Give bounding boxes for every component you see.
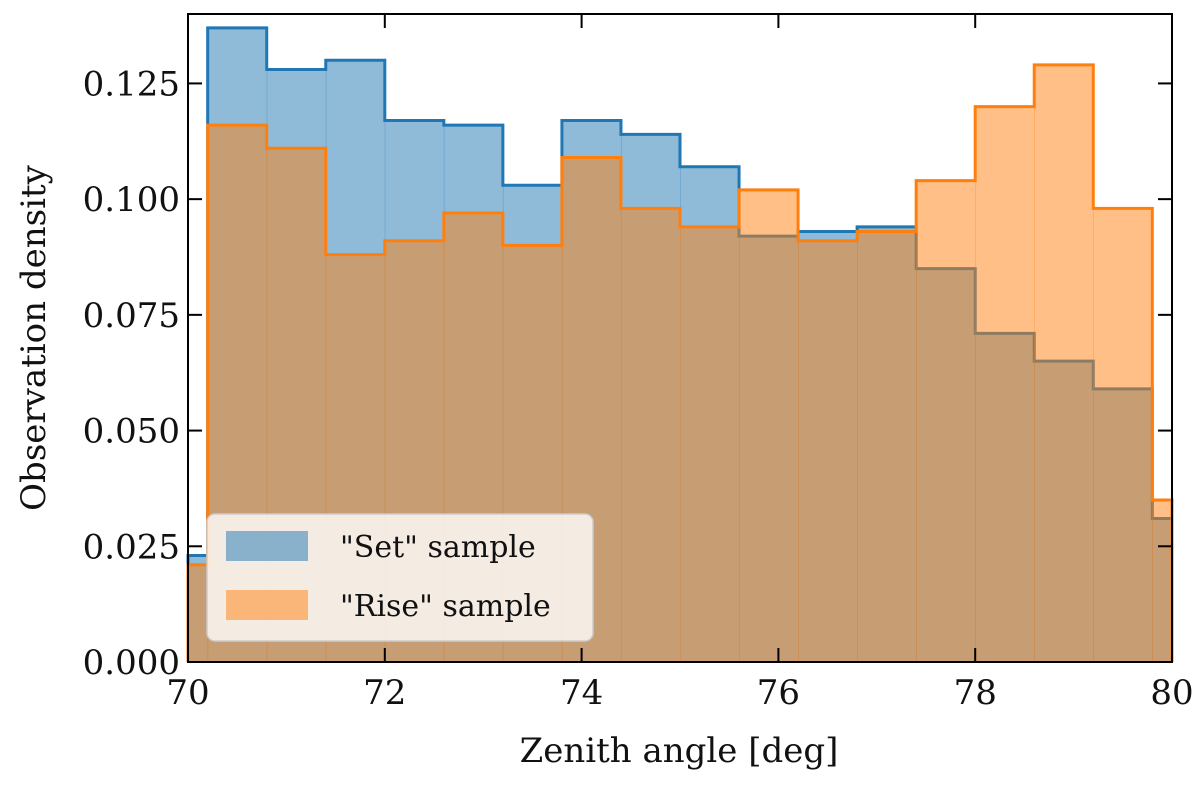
hist-bar <box>798 240 858 663</box>
x-tick-label: 70 <box>166 673 209 713</box>
legend-label-set: "Set" sample <box>340 530 536 565</box>
hist-bar <box>975 106 1035 663</box>
series-outline <box>186 63 1174 662</box>
hist-bar <box>916 180 976 662</box>
series-1 <box>186 63 1174 663</box>
x-axis-label: Zenith angle [deg] <box>520 731 839 771</box>
y-axis-label: Observation density <box>14 164 54 510</box>
axes-frame <box>187 13 1173 663</box>
hist-bar <box>620 208 681 662</box>
y-tick-label: 0.100 <box>83 180 180 220</box>
y-tick-label: 0.025 <box>83 527 180 567</box>
y-tick-label: 0.075 <box>83 296 180 336</box>
hist-bar <box>739 189 799 662</box>
hist-bar <box>1034 64 1094 662</box>
hist-bar <box>188 564 209 662</box>
legend: "Set" sample "Rise" sample <box>206 513 594 642</box>
x-tick-label: 76 <box>757 673 800 713</box>
legend-swatch-set <box>226 531 308 561</box>
x-tick-label: 80 <box>1150 673 1193 713</box>
x-tick-label: 72 <box>363 673 406 713</box>
y-tick-label: 0.000 <box>83 643 180 683</box>
y-tick-label: 0.125 <box>83 64 180 104</box>
hist-bar <box>1152 500 1173 662</box>
hist-bar <box>857 231 917 663</box>
legend-label-rise: "Rise" sample <box>340 589 551 624</box>
y-tick-label: 0.050 <box>83 412 180 452</box>
x-tick-label: 74 <box>560 673 603 713</box>
hist-bar <box>680 226 740 662</box>
x-tick-label: 78 <box>954 673 997 713</box>
axes <box>187 13 1173 663</box>
legend-swatch-rise <box>226 590 308 620</box>
ticks: 70 72 74 76 78 80 0.000 0.025 0.050 0.075 0.100 0.1… <box>83 14 1194 713</box>
hist-bar <box>1093 208 1153 662</box>
